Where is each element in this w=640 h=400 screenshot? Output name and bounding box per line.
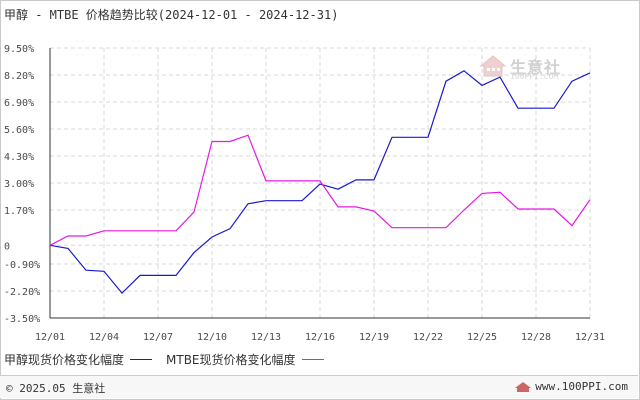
footer-copyright: © 2025.05 生意社 [6, 382, 106, 395]
legend-item-series1: 甲醇现货价格变化幅度 [4, 351, 153, 368]
series-lines [49, 70, 591, 294]
axes [49, 48, 590, 319]
watermark-text: 生意社 [510, 58, 562, 77]
y-tick-label: 4.30% [4, 152, 34, 163]
site-logo-icon [515, 381, 532, 392]
legend-label-series2: MTBE现货价格变化幅度 [166, 352, 296, 367]
legend-swatch-series2 [301, 358, 324, 360]
y-tick-label: 8.20% [4, 71, 34, 82]
y-tick-label: 3.00% [4, 179, 34, 190]
x-tick-label: 12/28 [521, 332, 551, 343]
x-tick-label: 12/13 [251, 332, 281, 343]
x-tick-label: 12/16 [305, 332, 335, 343]
x-tick-label: 12/01 [35, 332, 65, 343]
grid-lines [49, 47, 591, 319]
house-logo-icon [480, 55, 506, 77]
footer-site-text: www.100PPI.com [535, 380, 628, 393]
y-tick-label: 5.60% [4, 125, 34, 136]
y-tick-label: -2.20% [4, 287, 40, 298]
x-tick-label: 12/22 [413, 332, 443, 343]
series-line-2 [49, 134, 591, 246]
x-tick-labels: 12/01 12/04 12/07 12/10 12/13 12/16 12/19 12/22… [35, 332, 605, 343]
x-tick-label: 12/19 [359, 332, 389, 343]
x-tick-label: 12/10 [197, 332, 227, 343]
line-chart: 9.50% 8.20% 6.90% 5.60% 4.30% 3.00% 1.70% 0 -0.9… [4, 44, 605, 343]
legend-swatch-series1 [130, 358, 153, 360]
chart-title: 甲醇 - MTBE 价格趋势比较(2024-12-01 - 2024-12-31… [4, 8, 339, 22]
y-tick-label: -3.50% [4, 314, 40, 325]
legend-item-series2: MTBE现货价格变化幅度 [166, 351, 324, 368]
y-tick-label: 0 [4, 241, 10, 252]
y-tick-label: -0.90% [4, 260, 40, 271]
y-tick-label: 6.90% [4, 98, 34, 109]
legend-label-series1: 甲醇现货价格变化幅度 [4, 352, 125, 367]
footer: © 2025.05 生意社 www.100PPI.com [0, 375, 638, 398]
watermark-logo: 生意社 100PPI.COM [480, 54, 562, 81]
watermark-sub: 100PPI.COM [510, 72, 559, 81]
x-tick-label: 12/31 [575, 332, 605, 343]
legend: 甲醇现货价格变化幅度 MTBE现货价格变化幅度 [4, 351, 338, 367]
series-line-1 [49, 70, 591, 294]
x-tick-label: 12/04 [89, 332, 119, 343]
footer-site-link[interactable]: www.100PPI.com [515, 380, 628, 393]
y-tick-label: 9.50% [4, 44, 34, 55]
x-tick-label: 12/25 [467, 332, 497, 343]
y-tick-labels: 9.50% 8.20% 6.90% 5.60% 4.30% 3.00% 1.70% 0 -0.9… [4, 44, 40, 325]
x-tick-label: 12/07 [143, 332, 173, 343]
y-tick-label: 1.70% [4, 206, 34, 217]
